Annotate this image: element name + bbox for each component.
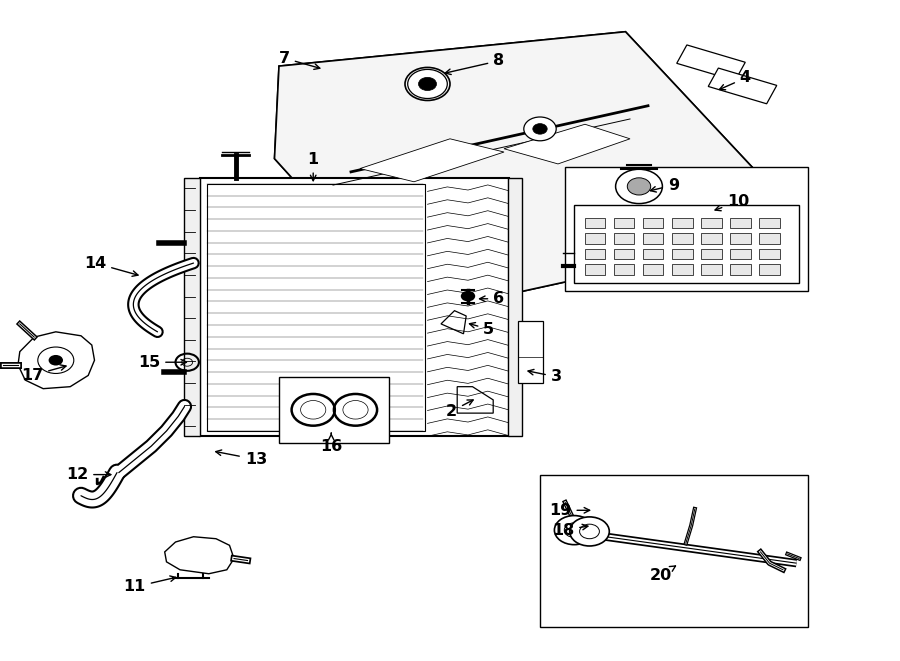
Text: 18: 18 [552,523,588,537]
Text: 2: 2 [446,400,473,418]
Bar [585,264,606,275]
Circle shape [49,355,63,366]
Bar [701,249,722,260]
Circle shape [301,401,326,419]
Bar [585,217,606,229]
Text: 20: 20 [650,566,676,582]
Text: 16: 16 [320,433,342,453]
Circle shape [343,401,368,419]
Bar [279,377,389,443]
Bar [672,217,692,229]
Circle shape [741,207,753,216]
Circle shape [570,517,609,546]
Bar [614,249,634,260]
Bar [701,233,722,244]
Text: 8: 8 [446,54,504,75]
Bar [585,233,606,244]
Bar [760,264,779,275]
Circle shape [616,169,662,204]
Bar [574,205,799,283]
Text: 5: 5 [470,322,494,336]
Bar [518,321,543,383]
Bar [614,233,634,244]
Text: 12: 12 [66,467,111,482]
Bar [730,264,751,275]
Circle shape [461,291,475,301]
Bar [644,249,663,260]
Bar [644,264,663,275]
Text: 9: 9 [651,178,679,192]
Bar [760,217,779,229]
Text: 17: 17 [21,365,66,383]
Text: 10: 10 [716,194,750,211]
Bar [565,167,808,291]
Bar [760,233,779,244]
Text: 3: 3 [528,369,562,384]
Bar [672,249,692,260]
Circle shape [554,516,594,545]
Circle shape [408,69,447,98]
Bar [508,178,522,436]
Bar [585,249,606,260]
Text: 13: 13 [216,450,267,467]
Circle shape [733,201,761,222]
Circle shape [627,178,651,195]
Bar [614,264,634,275]
Circle shape [632,188,664,212]
Bar [200,178,508,436]
Bar [730,217,751,229]
Polygon shape [274,32,790,315]
Circle shape [641,194,655,205]
Polygon shape [360,139,504,182]
Circle shape [418,77,436,91]
Bar [760,249,779,260]
Bar [701,217,722,229]
Bar [730,249,751,260]
Bar [730,233,751,244]
Bar [644,217,663,229]
Text: 6: 6 [480,292,504,306]
Bar [207,184,425,431]
Bar [644,233,663,244]
Bar [701,264,722,275]
Bar [614,217,634,229]
FancyBboxPatch shape [708,68,777,104]
Bar [672,233,692,244]
Polygon shape [504,124,630,164]
Text: 4: 4 [719,71,751,90]
Text: 7: 7 [279,51,320,69]
Bar [672,264,692,275]
Bar [184,178,200,436]
Text: 1: 1 [308,153,319,180]
Text: 11: 11 [123,576,176,594]
Text: 19: 19 [549,503,590,518]
Text: 14: 14 [84,256,138,276]
Bar [540,475,808,627]
Circle shape [533,124,547,134]
FancyBboxPatch shape [677,45,745,81]
Circle shape [524,117,556,141]
Text: 15: 15 [138,355,186,369]
